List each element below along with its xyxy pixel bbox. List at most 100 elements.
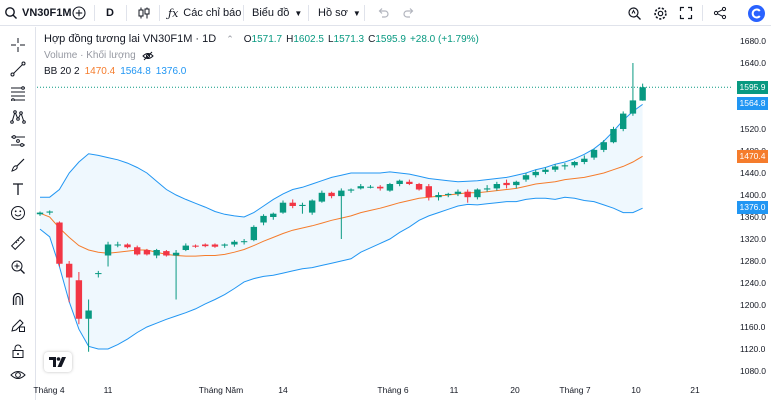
candle-body: [367, 186, 374, 188]
close-value: 1595.9: [375, 33, 406, 45]
candle-body: [270, 213, 277, 217]
indicators-button[interactable]: ƒx Các chỉ báo: [168, 0, 241, 26]
redo-button[interactable]: [402, 0, 416, 26]
share-button[interactable]: [713, 0, 727, 26]
candle-body: [503, 182, 510, 186]
legend-main: Hợp đồng tương lai VN30F1M · 1D ⌃ O 1571…: [44, 33, 479, 45]
toolbar-divider: [243, 5, 244, 21]
candle-body: [134, 247, 141, 255]
change-value: +28.0 (+1.79%): [409, 33, 479, 45]
candle-body: [163, 251, 170, 256]
undo-icon: [378, 8, 389, 18]
candle-body: [182, 245, 189, 250]
bb-lower-price-tag: 1376.0: [737, 201, 768, 214]
high-key: H: [286, 33, 294, 45]
candle-body: [464, 191, 471, 198]
quick-search-button[interactable]: [627, 0, 642, 26]
time-tick-label: Tháng 6: [377, 385, 409, 395]
settings-button[interactable]: [653, 0, 668, 26]
open-key: O: [243, 33, 252, 45]
compare-button[interactable]: [72, 0, 86, 26]
chart-type-button[interactable]: [137, 0, 151, 26]
candle-body: [513, 181, 520, 186]
time-tick-label: 11: [103, 385, 113, 395]
chevron-collapse-icon[interactable]: ⌃: [226, 33, 234, 44]
hide-drawings-tool[interactable]: [8, 365, 28, 385]
candle-body: [46, 211, 53, 213]
brush-tool[interactable]: [8, 155, 28, 175]
eye-hidden-icon[interactable]: [141, 51, 154, 61]
measure-tool[interactable]: [8, 233, 28, 253]
fullscreen-icon: [679, 6, 693, 20]
zoom-in-tool[interactable]: [8, 257, 28, 277]
magnet-tool[interactable]: [8, 289, 28, 309]
candle-body: [474, 189, 481, 198]
forecast-tool[interactable]: [8, 131, 28, 151]
open-value: 1571.7: [251, 33, 283, 45]
legend-volume: Volume · Khối lượng: [44, 50, 154, 61]
candle-body: [289, 202, 296, 206]
bb-upper-line: [40, 103, 643, 218]
fib-tool[interactable]: [8, 83, 28, 103]
lock-drawings-tool[interactable]: [8, 315, 28, 335]
tradingview-logo[interactable]: [44, 352, 72, 372]
candle-body: [65, 263, 73, 278]
toolbar-divider: [126, 5, 127, 21]
candle-body: [425, 186, 432, 198]
time-tick-label: Tháng 4: [33, 385, 65, 395]
pattern-tool[interactable]: [8, 107, 28, 127]
candle-body: [445, 193, 452, 195]
chart-menu-label: Biểu đồ: [252, 7, 290, 19]
candle-body: [551, 166, 559, 170]
price-tick-label: 1680.0: [740, 36, 766, 46]
candle-body: [299, 204, 306, 206]
candle-body: [202, 244, 209, 247]
trend-line-tool[interactable]: [8, 59, 28, 79]
candle-body: [192, 245, 199, 247]
candle-body: [571, 162, 578, 166]
crosshair-icon: [11, 38, 25, 52]
symbol-search-button[interactable]: VN30F1M: [4, 0, 72, 26]
price-tick-label: 1240.0: [740, 278, 766, 288]
profile-menu-button[interactable]: Hồ sơ ▼: [318, 0, 361, 26]
interval-button[interactable]: D: [106, 7, 114, 19]
price-tick-label: 1160.0: [740, 322, 766, 332]
eye-icon: [10, 371, 26, 379]
price-tick-label: 1080.0: [740, 366, 766, 376]
toolbar-divider: [159, 5, 160, 21]
forecast-icon: [11, 135, 25, 147]
lock-tool[interactable]: [8, 341, 28, 361]
price-tick-label: 1360.0: [740, 212, 766, 222]
candle-body: [406, 181, 413, 184]
brush-icon: [11, 158, 25, 172]
candle-body: [318, 192, 326, 202]
undo-button[interactable]: [376, 0, 390, 26]
candle-body: [483, 188, 491, 190]
crosshair-tool[interactable]: [8, 35, 28, 55]
text-tool[interactable]: [8, 179, 28, 199]
chart-menu-button[interactable]: Biểu đồ ▼: [252, 0, 302, 26]
time-tick-label: 21: [690, 385, 700, 395]
time-tick-label: Tháng Năm: [198, 385, 244, 395]
close-key: C: [368, 33, 376, 45]
chart-title: Hợp đồng tương lai VN30F1M · 1D: [44, 33, 217, 45]
fib-retracement-icon: [11, 86, 25, 101]
candle-body: [639, 87, 646, 101]
time-tick-label: 10: [631, 385, 641, 395]
emoji-tool[interactable]: [8, 203, 28, 223]
price-tick-label: 1320.0: [740, 234, 766, 244]
candle-body: [36, 212, 44, 215]
candle-body: [75, 280, 83, 319]
candle-body: [338, 190, 345, 197]
candle-body: [279, 202, 287, 213]
candle-body: [600, 142, 607, 150]
bb-lower-line: [39, 196, 643, 350]
candle-body: [357, 186, 364, 189]
candle-body: [532, 171, 539, 176]
fullscreen-button[interactable]: [679, 0, 693, 26]
candle-body: [114, 244, 121, 246]
candle-body: [561, 165, 569, 167]
top-toolbar: VN30F1M D ƒx Các chỉ báo Biểu đồ ▼ Hồ sơ…: [0, 0, 771, 26]
last-price-tag: 1595.9: [737, 81, 768, 94]
